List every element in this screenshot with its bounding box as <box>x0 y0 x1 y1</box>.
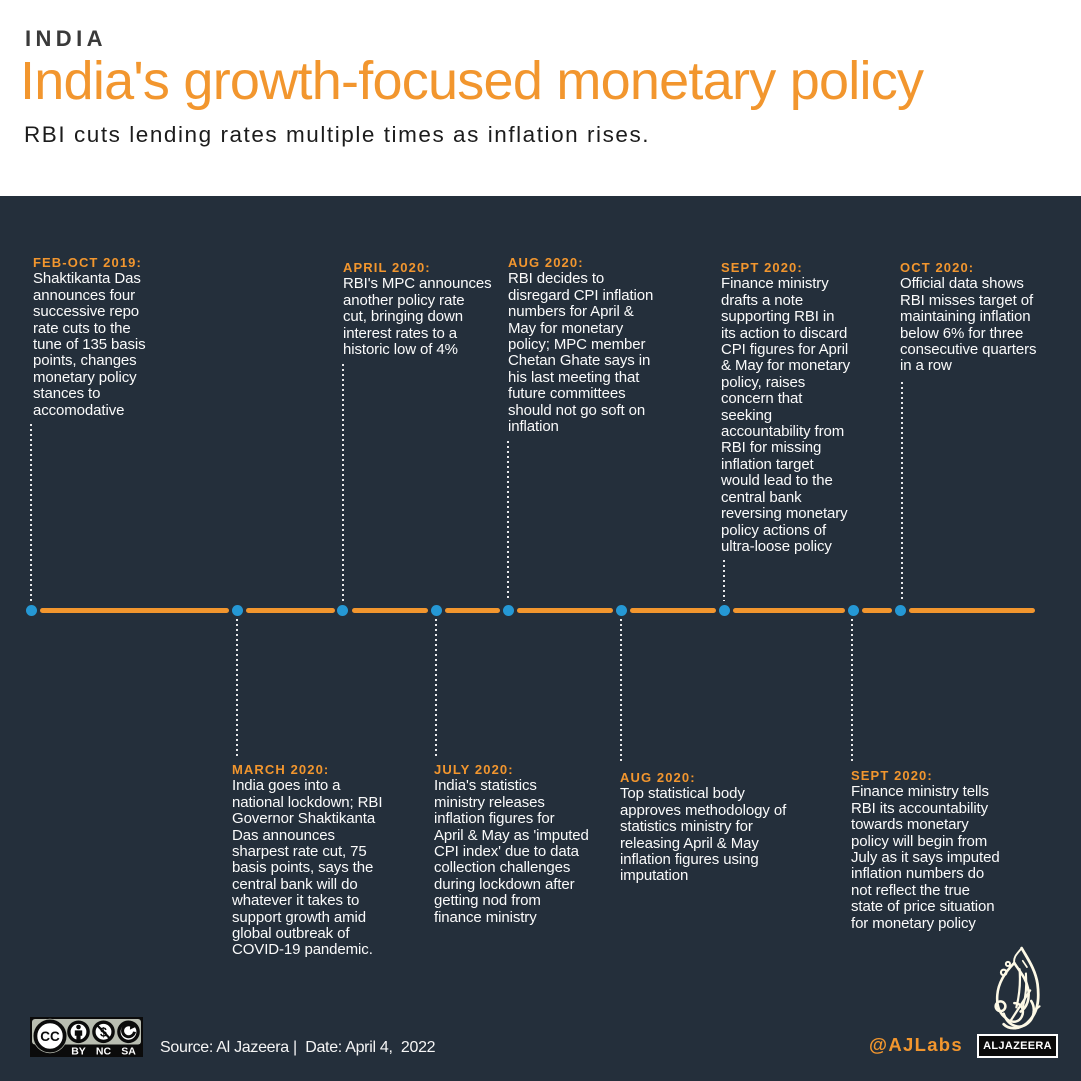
svg-text:SA: SA <box>121 1046 136 1058</box>
svg-text:NC: NC <box>96 1046 112 1058</box>
svg-text:BY: BY <box>71 1046 86 1058</box>
svg-text:CC: CC <box>40 1029 60 1044</box>
